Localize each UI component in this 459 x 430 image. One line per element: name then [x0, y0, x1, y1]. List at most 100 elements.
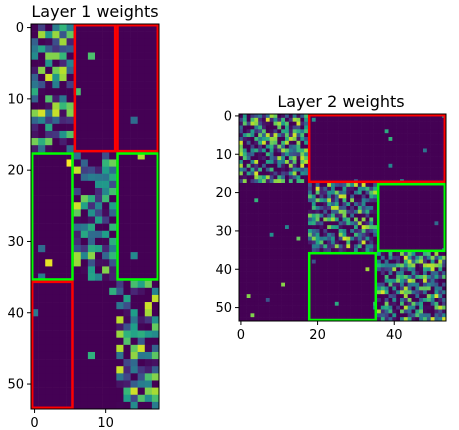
- layer2-cell: [430, 160, 435, 165]
- layer1-cell: [95, 259, 103, 267]
- layer2-cell: [323, 133, 328, 138]
- layer2-cell: [342, 183, 347, 188]
- layer2-y-tick-label: 20: [215, 186, 232, 201]
- layer1-cell: [59, 401, 67, 410]
- layer2-cell: [250, 298, 255, 303]
- layer1-cell: [116, 59, 124, 68]
- layer2-cell: [380, 259, 385, 264]
- layer2-cell: [419, 259, 424, 264]
- layer1-cell: [116, 394, 124, 403]
- layer2-cell: [350, 190, 355, 195]
- layer2-cell: [415, 137, 420, 142]
- layer2-cell: [438, 129, 443, 134]
- layer1-cell: [137, 373, 146, 381]
- layer2-cell: [319, 163, 324, 168]
- layer2-cell: [288, 267, 293, 272]
- layer2-cell: [388, 309, 393, 314]
- layer2-cell: [334, 259, 339, 264]
- layer2-cell: [296, 278, 301, 283]
- layer2-cell: [323, 129, 328, 134]
- layer1-cell: [102, 173, 110, 182]
- layer2-cell: [388, 221, 393, 226]
- layer2-cell: [277, 229, 282, 234]
- layer1-cell: [66, 302, 74, 310]
- layer1-cell: [66, 280, 74, 289]
- layer2-cell: [315, 221, 320, 226]
- layer1-cell: [137, 302, 146, 310]
- layer2-cell: [403, 236, 408, 241]
- layer2-cell: [242, 167, 247, 172]
- layer2-cell: [365, 117, 370, 122]
- layer2-cell: [265, 309, 270, 314]
- layer2-cell: [369, 313, 374, 318]
- layer2-cell: [411, 294, 416, 299]
- layer2-cell: [265, 317, 270, 322]
- layer1-cell: [52, 237, 60, 246]
- layer1-cell: [102, 38, 110, 46]
- layer2-cell: [434, 152, 439, 157]
- layer2-cell: [411, 240, 416, 245]
- layer1-cell: [80, 152, 89, 160]
- layer2-cell: [292, 271, 297, 276]
- layer2-cell: [338, 217, 343, 222]
- layer2-cell: [342, 244, 347, 249]
- layer2-cell: [285, 202, 290, 207]
- layer2-cell: [415, 244, 420, 249]
- layer2-cell: [426, 117, 431, 122]
- layer1-cell: [80, 351, 89, 360]
- layer2-cell: [311, 209, 316, 214]
- layer2-cell: [250, 156, 255, 161]
- layer1-cell: [95, 209, 103, 217]
- layer2-cell: [269, 317, 274, 322]
- layer1-cell: [31, 88, 39, 96]
- layer2-cell: [342, 259, 347, 264]
- layer2-cell: [334, 190, 339, 195]
- layer1-cell: [144, 123, 153, 132]
- layer2-cell: [419, 232, 424, 237]
- layer2-cell: [254, 163, 259, 168]
- layer2-cell: [377, 259, 382, 264]
- layer2-cell: [265, 240, 270, 245]
- layer2-cell: [396, 167, 401, 172]
- layer2-cell: [365, 301, 370, 306]
- layer2-cell: [285, 121, 290, 126]
- layer1-cell: [130, 302, 138, 310]
- layer1-cell: [116, 116, 124, 125]
- layer2-cell: [400, 217, 405, 222]
- layer2-cell: [438, 156, 443, 161]
- layer2-cell: [277, 114, 282, 119]
- layer2-cell: [411, 186, 416, 191]
- layer2-cell: [346, 190, 351, 195]
- layer2-cell: [400, 252, 405, 257]
- layer2-cell: [327, 305, 332, 310]
- layer2-cell: [250, 163, 255, 168]
- layer2-cell: [239, 121, 244, 126]
- layer2-cell: [411, 198, 416, 203]
- layer1-cell: [144, 273, 153, 281]
- layer2-cell: [250, 148, 255, 153]
- layer2-cell: [331, 232, 336, 237]
- layer1-cell: [116, 109, 124, 117]
- layer2-cell: [269, 305, 274, 310]
- layer1-cell: [137, 287, 146, 296]
- layer2-cell: [400, 221, 405, 226]
- layer2-cell: [426, 160, 431, 165]
- layer1-cell: [123, 173, 131, 182]
- layer2-cell: [423, 301, 428, 306]
- layer2-cell: [262, 298, 267, 303]
- layer2-cell: [262, 232, 267, 237]
- layer2-cell: [277, 301, 282, 306]
- layer1-cell: [144, 180, 153, 189]
- layer2-cell: [239, 140, 244, 145]
- layer2-cell: [327, 221, 332, 226]
- layer2-cell: [415, 217, 420, 222]
- layer2-cell: [365, 282, 370, 287]
- layer2-cell: [361, 313, 366, 318]
- layer2-cell: [392, 221, 397, 226]
- layer2-cell: [269, 171, 274, 176]
- layer1-cell: [130, 166, 138, 175]
- layer2-cell: [354, 140, 359, 145]
- layer2-cell: [323, 140, 328, 145]
- layer2-cell: [334, 171, 339, 176]
- layer2-cell: [239, 286, 244, 291]
